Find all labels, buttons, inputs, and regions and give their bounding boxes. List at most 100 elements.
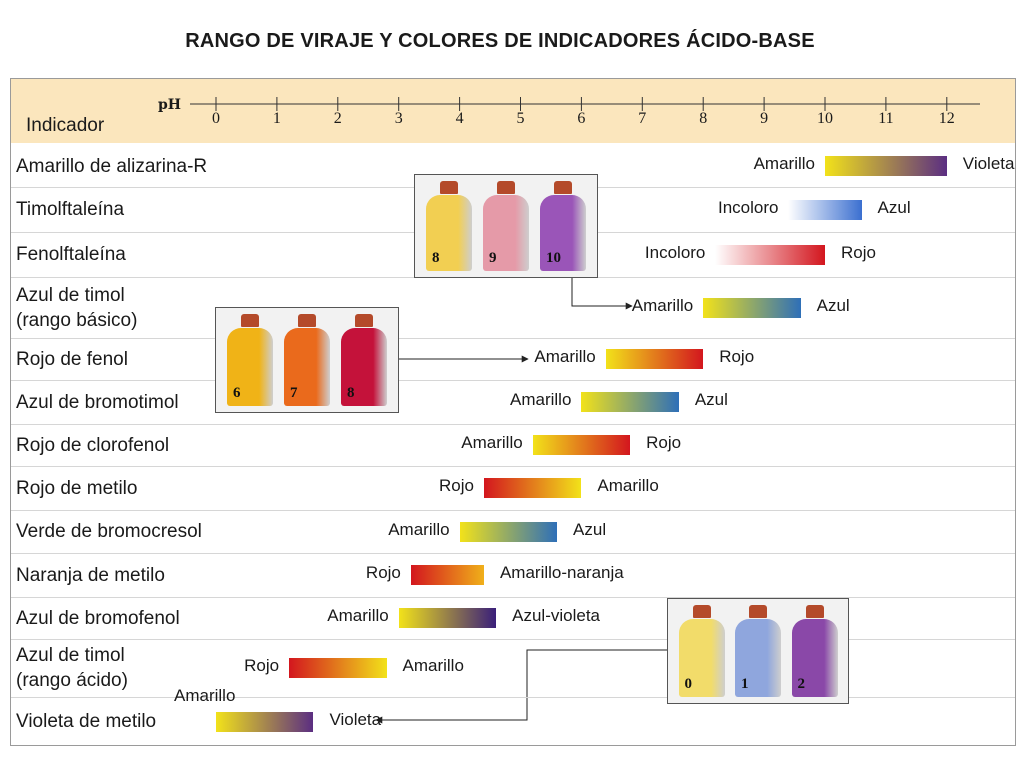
color-transition-bar bbox=[216, 711, 314, 732]
bottle-ph-number: 8 bbox=[347, 385, 355, 401]
indicator-bottle: 6 bbox=[227, 314, 273, 406]
ph-tick-label: 6 bbox=[577, 110, 586, 127]
bottle-cap bbox=[692, 605, 711, 618]
indicator-name: Rojo de fenol bbox=[16, 348, 128, 370]
color-transition-bar bbox=[289, 658, 387, 678]
bottle-body bbox=[426, 195, 472, 271]
color-transition-bar bbox=[483, 478, 582, 498]
base-color-label: Violeta bbox=[962, 154, 1015, 173]
bottle-cap bbox=[749, 605, 767, 618]
row-divider bbox=[11, 466, 1015, 467]
bottle-body bbox=[791, 619, 838, 697]
base-color-label: Azul bbox=[816, 295, 850, 315]
acid-color-label: Incoloro bbox=[644, 242, 706, 262]
indicator-table bbox=[10, 78, 1016, 746]
color-transition-bar bbox=[581, 392, 679, 412]
color-transition-bar bbox=[825, 156, 947, 176]
ph-tick-label: 12 bbox=[938, 110, 955, 127]
indicator-name: Fenolftaleína bbox=[16, 244, 126, 265]
indicator-bottle: 8 bbox=[341, 314, 387, 406]
bottle-ph-number: 10 bbox=[546, 250, 561, 266]
row-divider bbox=[11, 424, 1015, 425]
page-title: RANGO DE VIRAJE Y COLORES DE INDICADORES… bbox=[185, 30, 815, 52]
indicator-bottle: 2 bbox=[791, 605, 838, 697]
base-color-label: Violeta bbox=[329, 709, 382, 729]
color-transition-bar bbox=[410, 565, 484, 585]
base-color-label: Azul-violeta bbox=[512, 606, 600, 625]
indicator-column-label: Indicador bbox=[26, 115, 105, 136]
row-divider bbox=[11, 510, 1015, 511]
bottle-ph-number: 7 bbox=[290, 385, 298, 401]
base-color-label: Azul bbox=[877, 197, 911, 217]
bottle-body bbox=[735, 619, 781, 697]
bottle-body bbox=[678, 619, 725, 697]
row-divider bbox=[11, 697, 1015, 698]
bottle-cap bbox=[440, 181, 458, 194]
indicator-name: Naranja de metilo bbox=[16, 564, 165, 586]
indicator-name: Azul de timol (rango básico) bbox=[16, 284, 138, 331]
base-color-label: Rojo bbox=[719, 347, 755, 366]
indicator-bottle: 7 bbox=[284, 314, 330, 406]
ph-tick-label: 11 bbox=[878, 110, 894, 127]
bottle-cap bbox=[497, 181, 515, 194]
acid-color-label: Rojo bbox=[365, 563, 401, 582]
indicator-bottle: 1 bbox=[735, 605, 781, 697]
indicator-name: Violeta de metilo bbox=[16, 711, 157, 732]
indicator-name: Rojo de metilo bbox=[16, 477, 138, 499]
indicator-name: Timolftaleína bbox=[16, 199, 125, 220]
indicator-name: Azul de bromotimol bbox=[16, 391, 179, 413]
bottle-ph-number: 8 bbox=[432, 250, 440, 266]
base-color-label: Azul bbox=[573, 519, 607, 539]
acid-color-label: Amarillo bbox=[461, 433, 523, 452]
indicator-name: Azul de timol (rango ácido) bbox=[16, 645, 128, 691]
acid-color-label: Rojo bbox=[244, 656, 280, 675]
color-transition-bar bbox=[788, 199, 862, 220]
bottle-body bbox=[483, 195, 529, 271]
ph-tick-label: 2 bbox=[333, 110, 342, 127]
bottle-cap bbox=[355, 314, 373, 327]
row-divider bbox=[11, 553, 1015, 554]
photo-connector-arrow bbox=[571, 278, 633, 310]
acid-color-label: Incoloro bbox=[717, 197, 779, 217]
acid-color-label: Amarillo bbox=[174, 686, 236, 705]
indicator-bottle: 10 bbox=[540, 181, 586, 271]
table-header bbox=[11, 79, 1015, 143]
ph-tick-label: 1 bbox=[272, 110, 281, 127]
color-transition-bar bbox=[459, 521, 558, 542]
ph-tick-label: 4 bbox=[455, 110, 464, 127]
acid-color-label: Amarillo bbox=[327, 606, 389, 625]
bottle-body bbox=[284, 328, 330, 406]
bottle-cap bbox=[298, 314, 316, 327]
base-color-label: Amarillo bbox=[402, 656, 464, 675]
bottle-ph-number: 2 bbox=[797, 676, 806, 692]
indicator-bottle: 8 bbox=[426, 181, 472, 271]
base-color-label: Amarillo-naranja bbox=[499, 563, 624, 582]
color-transition-bar bbox=[605, 349, 704, 369]
row-divider bbox=[11, 380, 1015, 381]
ph-tick-label: 8 bbox=[699, 110, 708, 127]
photo-bottles-ph-8-10: 8 9 10 bbox=[414, 174, 598, 278]
bottle-cap bbox=[805, 605, 824, 618]
indicator-name: Azul de bromofenol bbox=[16, 607, 180, 629]
indicator-name: Verde de bromocresol bbox=[16, 521, 202, 542]
row-divider bbox=[11, 597, 1015, 598]
ph-tick-label: 7 bbox=[638, 110, 647, 127]
ph-tick-label: 0 bbox=[212, 110, 220, 127]
base-color-label: Rojo bbox=[841, 242, 876, 262]
photo-connector-arrow bbox=[375, 649, 667, 724]
bottle-body bbox=[227, 328, 273, 406]
acid-color-label: Amarillo bbox=[753, 154, 815, 173]
acid-color-label: Amarillo bbox=[510, 390, 572, 409]
bottle-ph-number: 1 bbox=[741, 676, 749, 692]
color-transition-bar bbox=[398, 608, 497, 628]
photo-bottles-ph-0-2: 0 1 2 bbox=[667, 598, 849, 704]
ph-tick-label: 5 bbox=[516, 110, 525, 127]
base-color-label: Amarillo bbox=[597, 476, 659, 495]
acid-color-label: Amarillo bbox=[631, 295, 694, 315]
bottle-cap bbox=[554, 181, 572, 194]
bottle-ph-number: 9 bbox=[489, 250, 497, 266]
bottle-body bbox=[540, 195, 586, 271]
photo-bottles-ph-6-8: 6 7 8 bbox=[215, 307, 399, 413]
ph-axis-label: pH bbox=[158, 97, 182, 113]
